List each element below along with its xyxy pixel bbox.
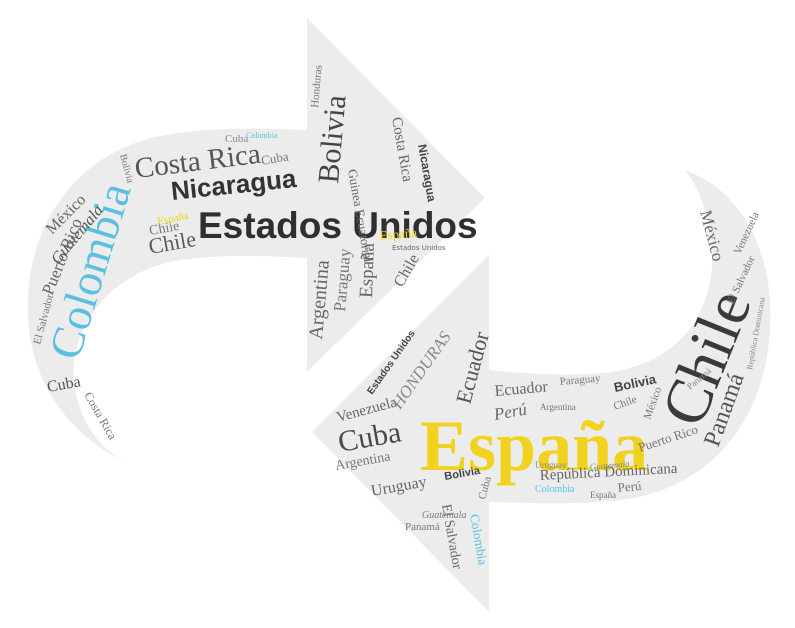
word-peru-right: Perú — [617, 478, 643, 495]
word-uruguay-small: Uruguay — [535, 460, 567, 470]
word-argentina-small: Argentina — [540, 402, 576, 412]
word-guatemala-bottom: Guatemala — [422, 510, 466, 521]
word-colombia-tiny: Colombia — [246, 131, 278, 140]
word-espana-small-bottom: España — [590, 490, 616, 500]
word-estados-tiny: Estados Unidos — [392, 244, 446, 252]
word-colombia-small: Colombia — [535, 484, 575, 495]
word-estados-unidos: Estados Unidos — [198, 205, 478, 246]
word-cuba-top2: Cuba — [225, 133, 248, 145]
word-panama-bottom: Panamá — [405, 521, 440, 533]
